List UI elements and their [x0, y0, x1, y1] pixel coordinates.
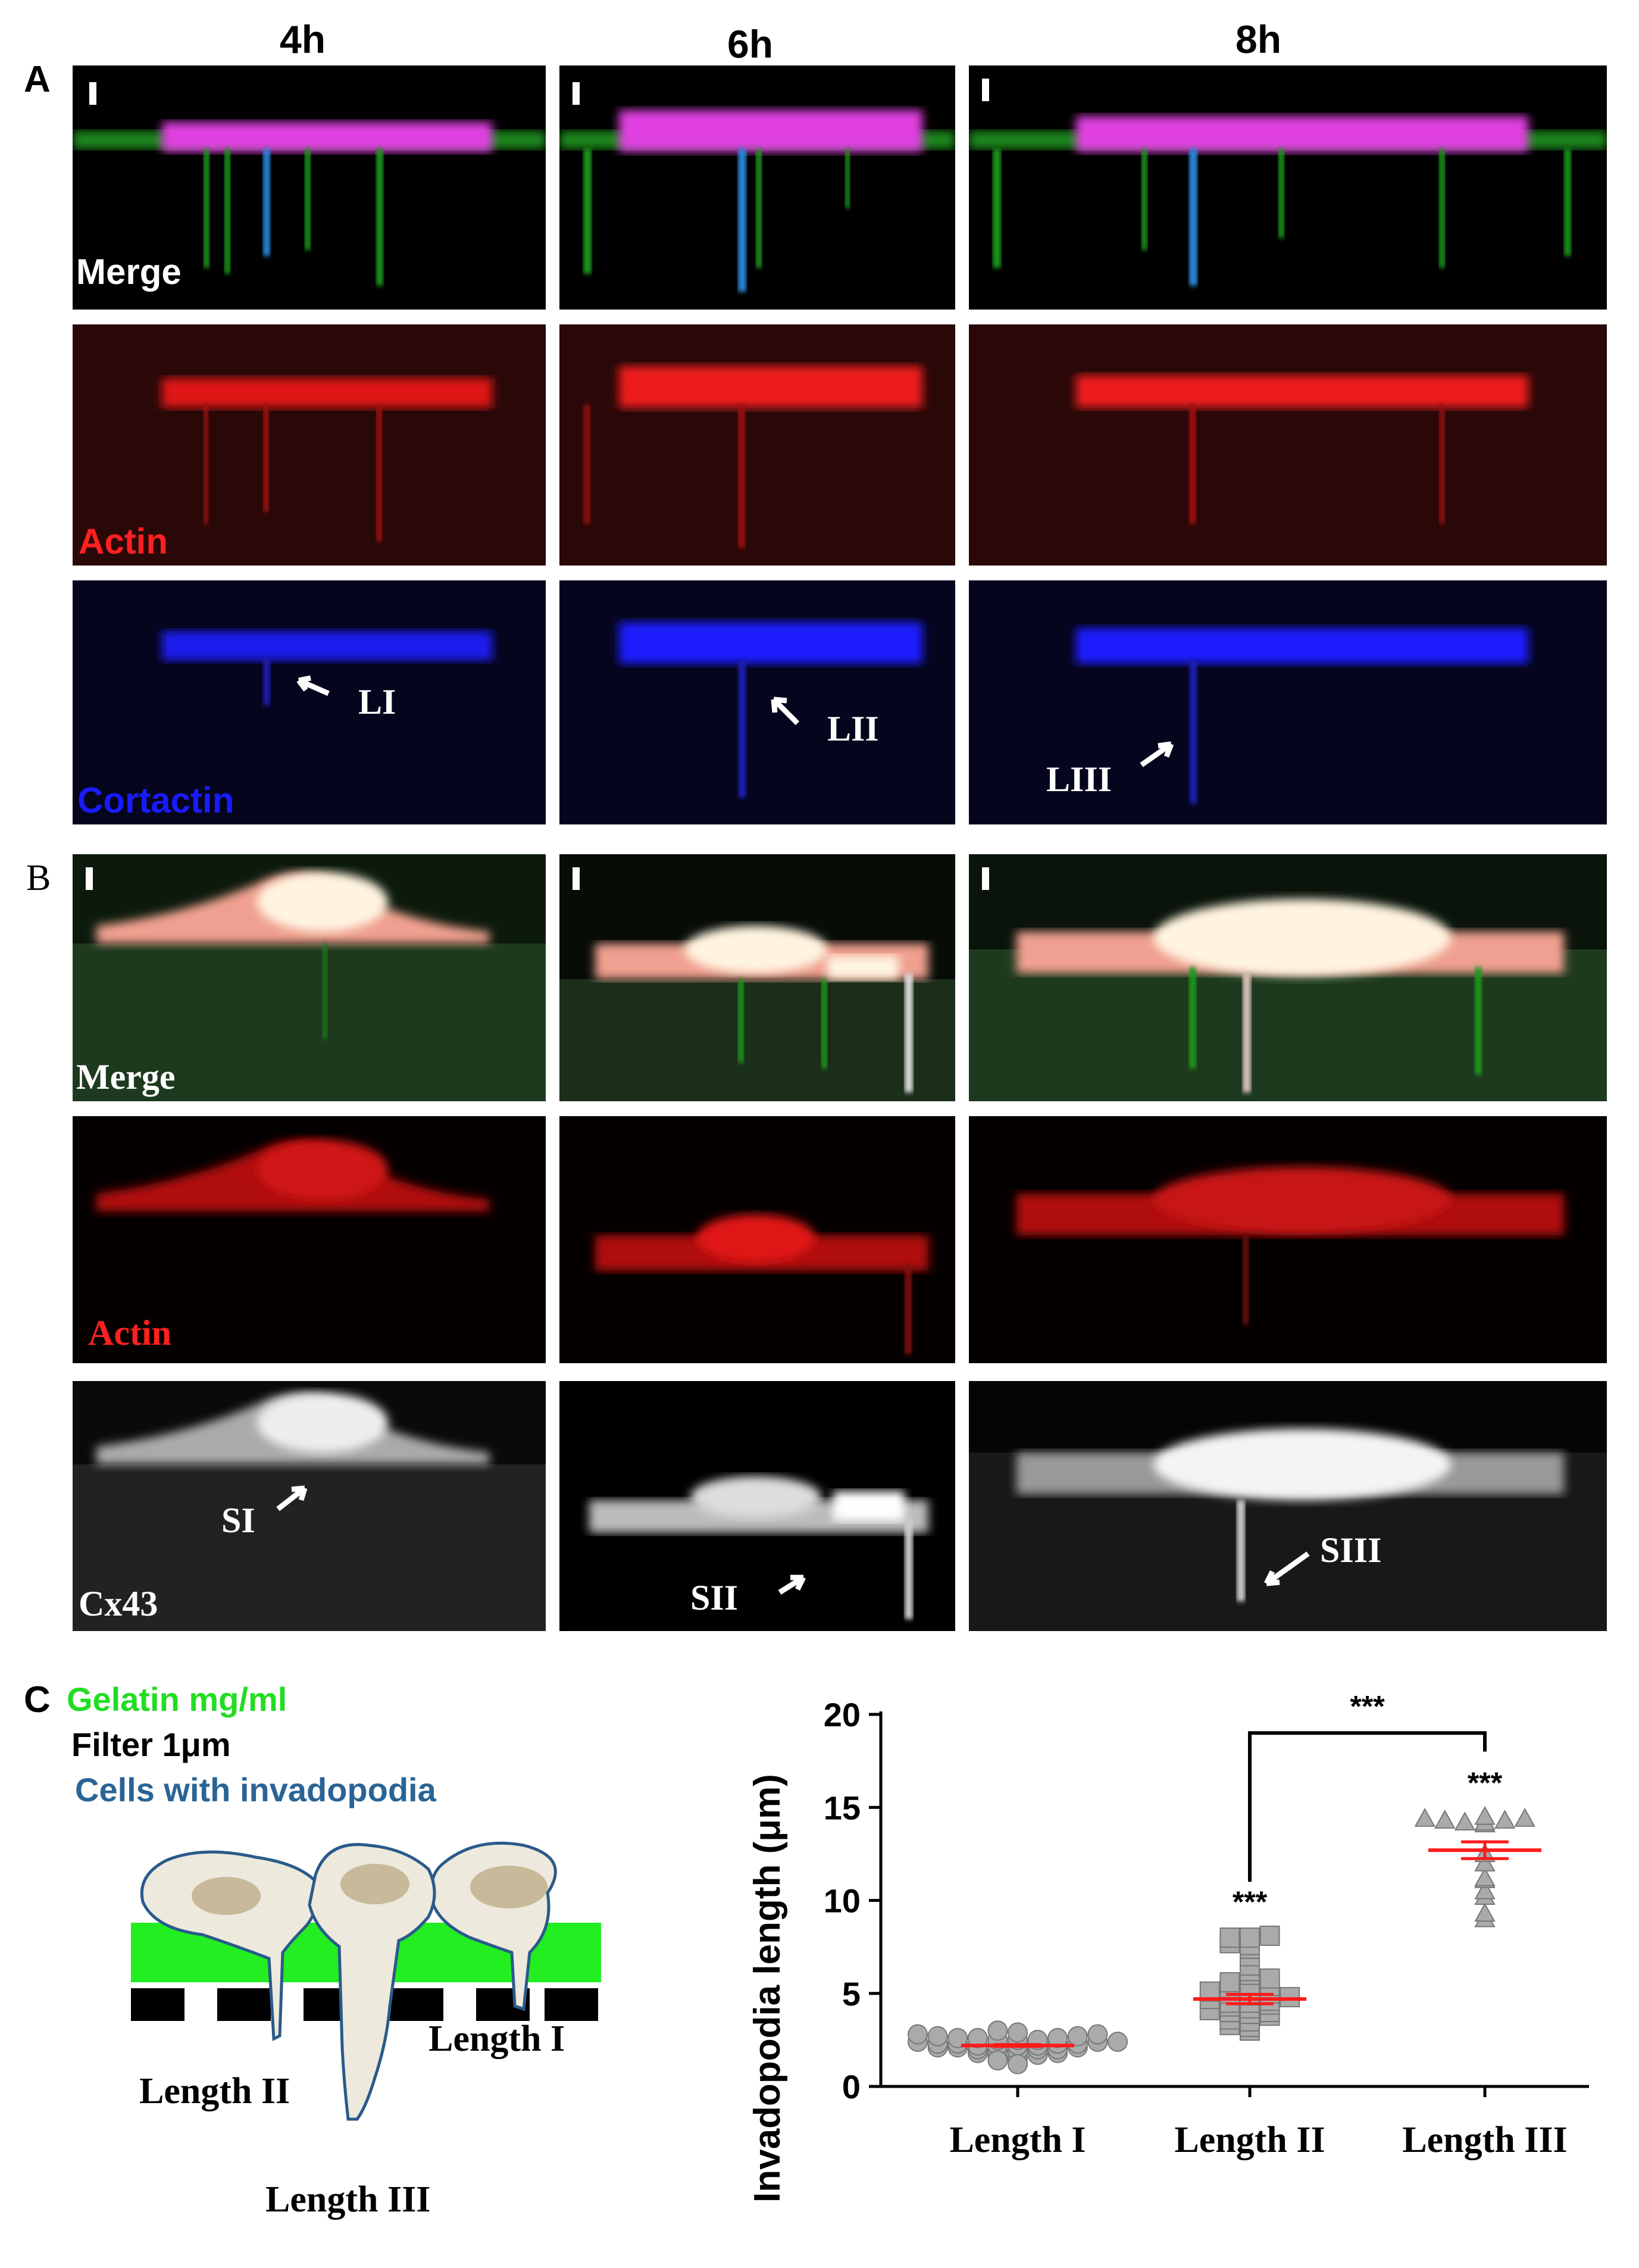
channel-label-actin: Actin	[88, 1313, 171, 1352]
panel-a-actin-6h	[559, 324, 955, 566]
schematic-label-length-iii: Length III	[265, 2179, 431, 2220]
data-point	[1240, 1928, 1260, 1948]
legend-gelatin: Gelatin mg/ml	[67, 1680, 287, 1718]
significance-label: ***	[1233, 1885, 1268, 1919]
data-point	[967, 2028, 988, 2048]
data-point	[927, 2026, 948, 2047]
arrow-label-sii: SII	[690, 1578, 739, 1617]
arrow-label-si: SI	[221, 1501, 255, 1540]
panel-a-cortactin-6h: LII	[559, 580, 955, 824]
x-tick-label: Length III	[1402, 2120, 1567, 2160]
significance-label: ***	[1350, 1689, 1385, 1723]
scale-bar	[573, 82, 580, 105]
y-tick-label: 15	[824, 1789, 861, 1826]
channel-label-actin: Actin	[79, 521, 168, 561]
panel-b-cx43-8h: SIII	[969, 1381, 1607, 1631]
data-point	[1414, 1807, 1435, 1827]
arrow-label-siii: SIII	[1320, 1530, 1382, 1570]
data-point	[1067, 2026, 1088, 2047]
scale-bar	[86, 867, 93, 890]
data-point	[1434, 1810, 1456, 1829]
panel-a-merge-4h: Merge	[73, 65, 546, 310]
y-tick-label: 5	[842, 1975, 861, 2013]
scale-bar	[982, 867, 989, 890]
panel-b-merge-8h	[969, 854, 1607, 1101]
panel-a-actin-8h	[969, 324, 1607, 566]
panel-b-actin-4h: Actin	[73, 1116, 546, 1363]
invadopodia-schematic	[119, 1833, 607, 2167]
column-header-8h: 8h	[1235, 17, 1282, 61]
y-tick-label: 0	[842, 2068, 861, 2105]
data-point	[1047, 2028, 1068, 2048]
data-point	[1474, 1880, 1496, 1900]
data-point	[1474, 1805, 1496, 1825]
x-tick-label: Length I	[949, 2120, 1086, 2160]
scale-bar	[573, 867, 580, 890]
data-point	[1474, 1867, 1496, 1886]
data-point	[1474, 1903, 1496, 1922]
data-point	[1219, 1972, 1240, 1992]
channel-label-merge: Merge	[76, 252, 182, 292]
x-tick-label: Length II	[1174, 2120, 1325, 2160]
panel-a-actin-4h: Actin	[73, 324, 546, 566]
invadopodia-length-chart: Invadopodia length (μm) 0 5 10 15 20 Length I…	[702, 1655, 1607, 2250]
data-point	[987, 2050, 1008, 2071]
schematic-label-length-i: Length I	[428, 2019, 565, 2059]
data-point	[987, 2020, 1008, 2041]
data-point	[1454, 1811, 1476, 1831]
y-tick-label: 10	[824, 1882, 861, 1920]
arrow-label-liii: LIII	[1046, 760, 1112, 799]
data-point	[1008, 2054, 1028, 2075]
data-point	[1280, 1987, 1300, 2007]
legend-cells: Cells with invadopodia	[75, 1771, 436, 1808]
data-point	[1474, 1852, 1496, 1872]
data-point	[908, 2024, 928, 2045]
panel-a-cortactin-8h: LIII	[969, 580, 1607, 824]
significance-bracket	[1248, 1731, 1487, 1882]
channel-label-cortactin: Cortactin	[77, 780, 234, 820]
panel-b-merge-6h	[559, 854, 955, 1101]
panel-b-label: B	[26, 858, 51, 898]
channel-label-cx43: Cx43	[79, 1584, 158, 1623]
panel-a-cortactin-4h: LI Cortactin	[73, 580, 546, 824]
panel-c-label: C	[24, 1679, 51, 1720]
data-point	[1259, 1925, 1280, 1946]
scale-bar	[982, 79, 989, 101]
chart-svg: Invadopodia length (μm) 0 5 10 15 20 Length I…	[747, 1689, 1589, 2203]
panel-b-cx43-6h: SII	[559, 1381, 955, 1631]
panel-b-merge-4h: Merge	[73, 854, 546, 1101]
data-point	[1108, 2032, 1128, 2052]
panel-b-actin-6h	[559, 1116, 955, 1363]
y-axis-label: Invadopodia length (μm)	[747, 1774, 788, 2203]
data-point	[947, 2028, 968, 2048]
legend-filter: Filter 1μm	[71, 1726, 231, 1763]
arrow-label-li: LI	[358, 682, 396, 721]
panel-a-merge-6h	[559, 65, 955, 310]
data-point	[1219, 1928, 1240, 1948]
data-point	[1087, 2024, 1108, 2045]
column-header-4h: 4h	[280, 17, 326, 61]
data-point	[1008, 2022, 1028, 2043]
arrow-label-lii: LII	[827, 709, 879, 748]
y-tick-label: 20	[824, 1696, 861, 1733]
data-point	[1259, 1968, 1280, 1989]
panel-b-actin-8h	[969, 1116, 1607, 1363]
panel-a-merge-8h	[969, 65, 1607, 310]
schematic-label-length-ii: Length II	[139, 2071, 290, 2111]
data-point	[1514, 1807, 1535, 1827]
panel-a-label: A	[24, 59, 51, 100]
column-header-6h: 6h	[727, 22, 774, 66]
channel-label-merge: Merge	[76, 1057, 176, 1096]
significance-label: ***	[1468, 1766, 1503, 1800]
scale-bar	[89, 82, 96, 105]
panel-b-cx43-4h: SI Cx43	[73, 1381, 546, 1631]
data-point	[1494, 1810, 1516, 1829]
